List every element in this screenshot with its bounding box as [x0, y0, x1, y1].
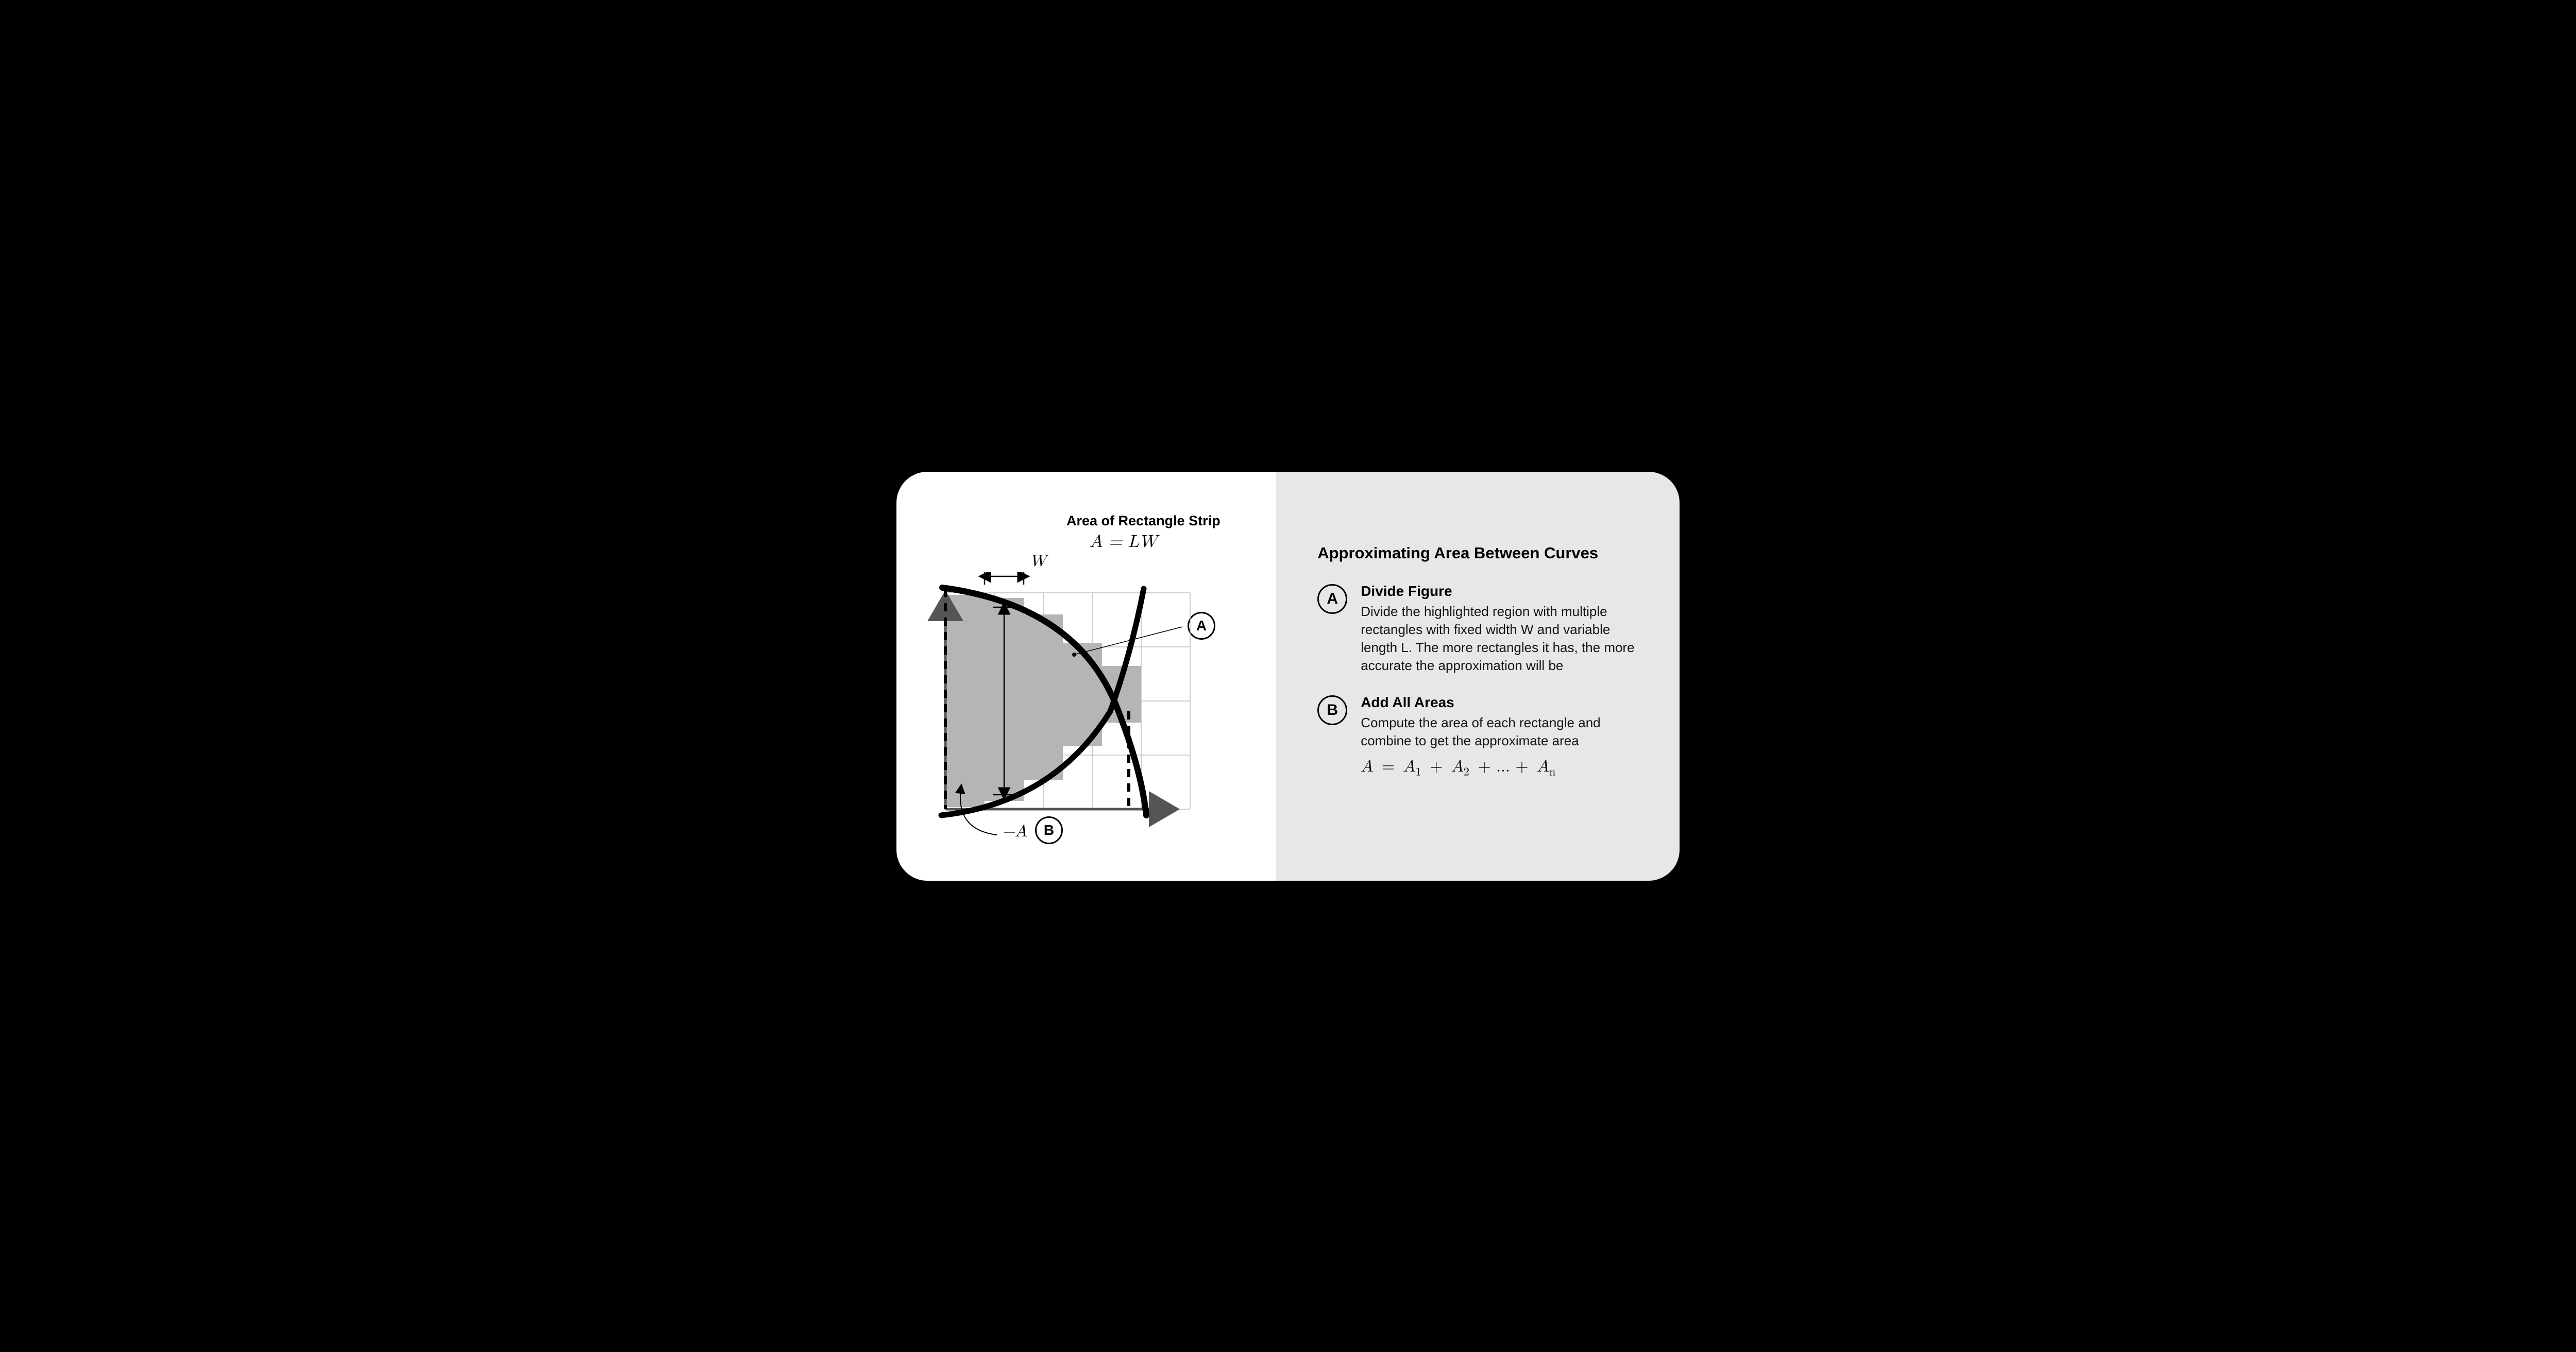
step-b-bullet: B	[1317, 695, 1347, 725]
step-b-body: Add All Areas Compute the area of each r…	[1361, 694, 1638, 779]
formula-a1: A1	[1403, 759, 1421, 775]
right-panel: Approximating Area Between Curves A Divi…	[1276, 472, 1680, 881]
strip-formula: A = LW	[1090, 532, 1157, 553]
formula-lhs: A	[1361, 759, 1373, 775]
step-b-text: Compute the area of each rectangle and c…	[1361, 714, 1638, 750]
step-a-title: Divide Figure	[1361, 583, 1638, 600]
sum-formula: A = A1 + A2 + … + An	[1361, 757, 1638, 779]
step-a-body: Divide Figure Divide the highlighted reg…	[1361, 583, 1638, 675]
formula-eq: =	[1373, 759, 1403, 775]
strip-title: Area of Rectangle Strip	[1066, 513, 1221, 529]
step-b-title: Add All Areas	[1361, 694, 1638, 711]
formula-dots: + … +	[1469, 759, 1537, 775]
step-a-bullet: A	[1317, 584, 1347, 614]
strip-formula-lhs: A	[1090, 533, 1103, 551]
step-a: A Divide Figure Divide the highlighted r…	[1317, 583, 1638, 675]
strip-formula-eq: =	[1103, 533, 1128, 551]
infographic-card: Area of Rectangle Strip A = LW W L3 A1A2…	[896, 472, 1680, 881]
w-dimension-label: W	[1029, 552, 1046, 571]
strip-formula-rhs: LW	[1128, 533, 1157, 551]
step-b: B Add All Areas Compute the area of each…	[1317, 694, 1638, 779]
left-panel: Area of Rectangle Strip A = LW W L3 A1A2…	[896, 472, 1276, 881]
formula-a2: A2	[1451, 759, 1469, 775]
formula-an: An	[1537, 759, 1555, 775]
step-a-text: Divide the highlighted region with multi…	[1361, 603, 1638, 675]
right-title: Approximating Area Between Curves	[1317, 544, 1638, 562]
chart-svg	[925, 572, 1213, 840]
